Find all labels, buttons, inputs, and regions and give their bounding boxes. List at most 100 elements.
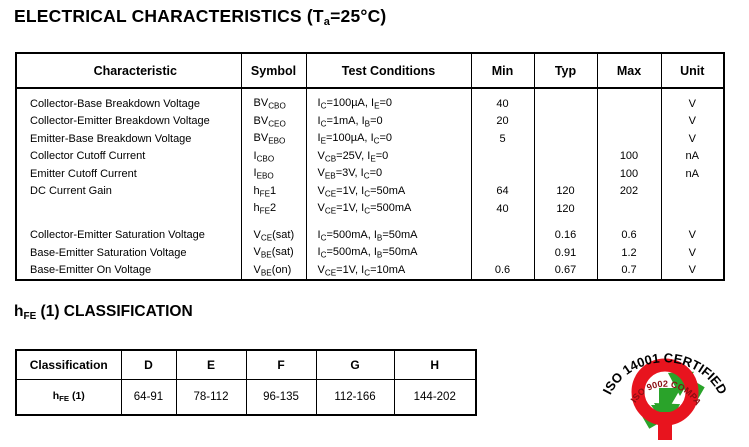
cell-min: 0.6 (470, 261, 535, 281)
classification-range-f: 96-135 (245, 379, 317, 416)
spacer-cell (533, 217, 598, 227)
cell-test-conditions: VCE=1V, IC=50mA (305, 182, 472, 200)
classification-row-label: hFE (1) (15, 379, 122, 416)
classification-header-label: Classification (15, 349, 122, 380)
cell-min: 5 (470, 130, 535, 148)
table-row-spacer (15, 217, 725, 227)
cell-test-conditions: IE=100µA, IC=0 (305, 130, 472, 148)
classification-range-d: 64-91 (120, 379, 177, 416)
cell-min (470, 226, 535, 244)
cell-symbol: hFE1 (240, 182, 307, 200)
cell-typ: 0.67 (533, 261, 598, 281)
cell-characteristic: Emitter-Base Breakdown Voltage (15, 130, 242, 148)
cell-symbol: BVCEO (240, 112, 307, 130)
cell-max (596, 130, 662, 148)
cell-test-conditions: IC=500mA, IB=50mA (305, 226, 472, 244)
cell-unit: V (660, 261, 725, 281)
classification-title-subscript: FE (23, 310, 37, 322)
cell-max (596, 112, 662, 130)
cell-typ: 0.91 (533, 244, 598, 262)
classification-grade-g: G (315, 349, 395, 380)
cell-characteristic: Collector Cutoff Current (15, 147, 242, 165)
iso-certification-logo: ISO 14001 CERTIFIED AN ISO 9002 COMPANY (582, 322, 745, 442)
cell-test-conditions: VEB=3V, IC=0 (305, 165, 472, 183)
classification-range-h: 144-202 (393, 379, 477, 416)
cell-min: 40 (470, 200, 535, 218)
table-header-row: Characteristic Symbol Test Conditions Mi… (15, 52, 725, 89)
cell-unit: V (660, 112, 725, 130)
table-row: Collector-Emitter Saturation Voltage VCE… (15, 226, 725, 244)
cell-typ (533, 130, 598, 148)
page-title-main: ELECTRICAL CHARACTERISTICS (T (14, 6, 324, 26)
classification-title: hFE (1) CLASSIFICATION (14, 303, 193, 322)
column-header-min: Min (470, 52, 535, 89)
cell-typ (533, 147, 598, 165)
cell-test-conditions: IC=1mA, IB=0 (305, 112, 472, 130)
classification-range-g: 112-166 (315, 379, 395, 416)
cell-symbol: BVEBO (240, 130, 307, 148)
cell-test-conditions: VCE=1V, IC=500mA (305, 200, 472, 218)
cell-typ: 120 (533, 200, 598, 218)
column-header-typ: Typ (533, 52, 598, 89)
cell-min (470, 147, 535, 165)
cell-test-conditions: VCB=25V, IE=0 (305, 147, 472, 165)
spacer-cell (470, 217, 535, 227)
cell-max: 0.7 (596, 261, 662, 281)
cell-characteristic: Collector-Emitter Saturation Voltage (15, 226, 242, 244)
cell-symbol: hFE2 (240, 200, 307, 218)
hfe-classification-table: Classification D E F G H hFE (1) 64-91 7… (15, 349, 477, 416)
page-title-subscript: a (323, 16, 331, 29)
table-row: Base-Emitter On Voltage VBE(on) VCE=1V, … (15, 261, 725, 281)
spacer-cell (305, 217, 472, 227)
table-row: Emitter Cutoff Current IEBO VEB=3V, IC=0… (15, 165, 725, 183)
cell-max: 0.6 (596, 226, 662, 244)
cell-typ (533, 112, 598, 130)
cell-symbol: VBE(sat) (240, 244, 307, 262)
column-header-test-conditions: Test Conditions (305, 52, 472, 89)
cell-typ: 0.16 (533, 226, 598, 244)
cell-max: 1.2 (596, 244, 662, 262)
cell-max: 100 (596, 147, 662, 165)
cell-typ: 120 (533, 182, 598, 200)
table-row: DC Current Gain hFE1 VCE=1V, IC=50mA 64 … (15, 182, 725, 200)
cell-max: 202 (596, 182, 662, 200)
spacer-cell (596, 217, 662, 227)
cell-characteristic: Base-Emitter Saturation Voltage (15, 244, 242, 262)
cell-typ (533, 88, 598, 113)
classification-value-row: hFE (1) 64-91 78-112 96-135 112-166 144-… (15, 379, 477, 416)
table-row: Base-Emitter Saturation Voltage VBE(sat)… (15, 244, 725, 262)
cell-characteristic (15, 200, 242, 218)
cell-unit: nA (660, 165, 725, 183)
table-row: Collector-Base Breakdown Voltage BVCBO I… (15, 88, 725, 113)
table-row: Collector Cutoff Current ICBO VCB=25V, I… (15, 147, 725, 165)
cell-symbol: IEBO (240, 165, 307, 183)
column-header-symbol: Symbol (240, 52, 307, 89)
cell-test-conditions: VCE=1V, IC=10mA (305, 261, 472, 281)
iso-logo-svg: ISO 14001 CERTIFIED AN ISO 9002 COMPANY (582, 322, 730, 440)
cell-symbol: BVCBO (240, 88, 307, 113)
page-title: ELECTRICAL CHARACTERISTICS (Ta=25°C) (14, 6, 386, 28)
classification-grade-d: D (120, 349, 177, 380)
column-header-max: Max (596, 52, 662, 89)
classification-grade-e: E (175, 349, 247, 380)
cell-test-conditions: IC=100µA, IE=0 (305, 88, 472, 113)
spacer-cell (15, 217, 242, 227)
classification-grade-f: F (245, 349, 317, 380)
cell-symbol: ICBO (240, 147, 307, 165)
cell-min: 40 (470, 88, 535, 113)
cell-max (596, 88, 662, 113)
cell-max: 100 (596, 165, 662, 183)
cell-unit: V (660, 226, 725, 244)
cell-symbol: VCE(sat) (240, 226, 307, 244)
red-loop-icon (631, 358, 699, 440)
cell-characteristic: Collector-Emitter Breakdown Voltage (15, 112, 242, 130)
cell-test-conditions: IC=500mA, IB=50mA (305, 244, 472, 262)
classification-range-e: 78-112 (175, 379, 247, 416)
table-row: Emitter-Base Breakdown Voltage BVEBO IE=… (15, 130, 725, 148)
cell-unit (660, 182, 725, 200)
spacer-cell (240, 217, 307, 227)
column-header-unit: Unit (660, 52, 725, 89)
table-body: Collector-Base Breakdown Voltage BVCBO I… (15, 88, 725, 281)
table-row: hFE2 VCE=1V, IC=500mA 40 120 (15, 200, 725, 218)
column-header-characteristic: Characteristic (15, 52, 242, 89)
